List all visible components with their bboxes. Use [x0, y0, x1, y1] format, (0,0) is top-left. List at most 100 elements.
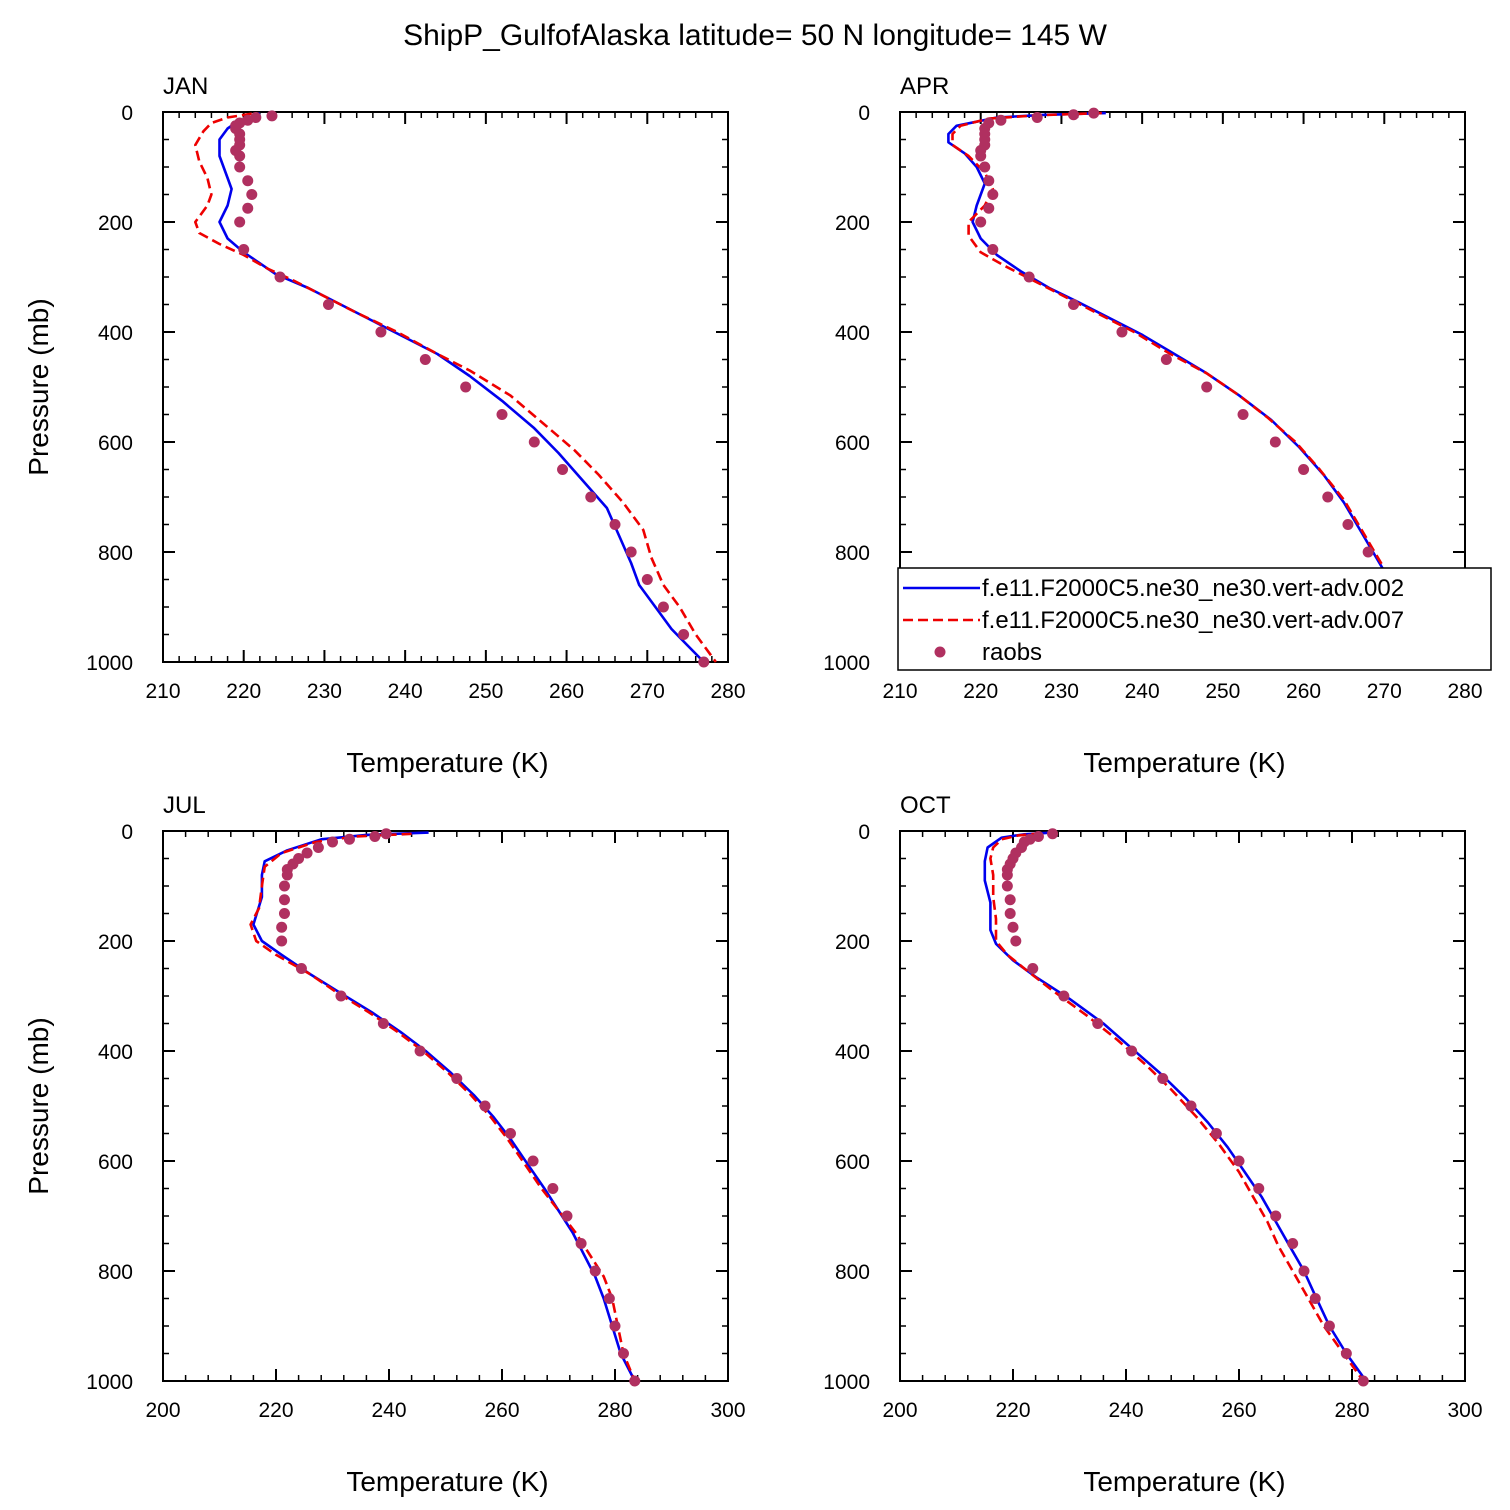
raobs-marker: [504, 1128, 516, 1139]
raobs-marker: [1253, 1183, 1265, 1194]
raobs-marker: [322, 299, 334, 310]
panel-apr: APR 210 220 230 240 250 260 270 280 0 200 400 600 800…: [823, 73, 1492, 778]
raobs-marker: [1007, 921, 1019, 933]
raobs-marker: [274, 271, 286, 283]
legend-label: raobs: [982, 639, 1042, 666]
y-tick-label: 400: [835, 1041, 870, 1064]
x-tick-label: 260: [1221, 1399, 1256, 1422]
series-line-vert-adv-007: [194, 112, 717, 663]
y-tick-label: 0: [121, 102, 133, 125]
x-tick-label: 240: [388, 680, 423, 703]
x-axis-label: Temperature (K): [1083, 1466, 1285, 1497]
x-tick-label: 250: [1205, 680, 1240, 703]
raobs-marker: [234, 150, 246, 162]
raobs-marker: [657, 601, 669, 613]
raobs-marker: [1270, 1210, 1282, 1222]
x-tick-label: 260: [484, 1399, 519, 1422]
raobs-marker: [238, 244, 250, 255]
raobs-marker: [589, 1265, 601, 1277]
raobs-marker: [1032, 831, 1044, 842]
raobs-marker: [1023, 271, 1035, 283]
raobs-marker: [246, 189, 258, 200]
raobs-marker: [528, 436, 540, 448]
raobs-marker: [1116, 326, 1128, 338]
raobs-marker: [414, 1045, 426, 1057]
x-tick-label: 210: [882, 680, 917, 703]
panel-title: APR: [900, 73, 949, 100]
raobs-marker: [1068, 299, 1080, 310]
panel-title: JAN: [163, 73, 208, 100]
x-tick-label: 200: [145, 1399, 180, 1422]
y-tick-label: 400: [98, 322, 133, 345]
raobs-marker: [975, 150, 987, 162]
panel-title: OCT: [900, 792, 951, 819]
raobs-marker: [1210, 1128, 1222, 1139]
y-tick-label: 1000: [823, 652, 870, 675]
panel-title: JUL: [163, 792, 206, 819]
raobs-marker: [1237, 409, 1249, 420]
y-tick-label: 400: [98, 1041, 133, 1064]
y-tick-label: 600: [835, 1151, 870, 1174]
raobs-marker: [327, 836, 338, 848]
raobs-marker: [242, 202, 254, 214]
raobs-marker: [983, 202, 995, 214]
raobs-marker: [678, 629, 690, 640]
raobs-marker: [1031, 112, 1043, 123]
x-tick-label: 220: [995, 1399, 1030, 1422]
raobs-marker: [1001, 880, 1013, 892]
y-tick-label: 400: [835, 322, 870, 345]
raobs-marker: [1298, 1265, 1310, 1277]
raobs-marker: [527, 1155, 539, 1167]
x-tick-label: 300: [1447, 1399, 1482, 1422]
panel-jan: JAN 210 220 230 240 250 260 270 280 0 200 400 600 800…: [23, 73, 746, 778]
raobs-marker: [575, 1238, 587, 1249]
raobs-marker: [979, 161, 991, 173]
raobs-marker: [1068, 109, 1080, 121]
raobs-marker: [995, 114, 1007, 126]
raobs-marker: [312, 842, 324, 853]
y-axis-label: Pressure (mb): [23, 298, 54, 475]
raobs-marker: [1201, 381, 1213, 393]
y-tick-label: 0: [858, 821, 870, 844]
raobs-marker: [557, 464, 569, 475]
raobs-marker: [281, 869, 293, 881]
x-tick-label: 230: [307, 680, 342, 703]
raobs-marker: [1088, 107, 1100, 119]
raobs-marker: [603, 1293, 615, 1304]
raobs-marker: [1342, 519, 1354, 530]
raobs-marker: [234, 161, 246, 173]
x-tick-label: 300: [710, 1399, 745, 1422]
legend: f.e11.F2000C5.ne30_ne30.vert-adv.002 f.e1…: [897, 567, 1492, 671]
raobs-marker: [625, 546, 637, 558]
raobs-marker: [479, 1100, 491, 1112]
raobs-marker: [698, 656, 710, 668]
panel-jul: JUL 200 220 240 260 280 300 0 200 400 600 800 1000 Te…: [23, 792, 746, 1497]
raobs-marker: [278, 908, 290, 919]
raobs-marker: [1322, 491, 1334, 503]
y-tick-label: 1000: [823, 1371, 870, 1394]
y-tick-label: 800: [835, 1261, 870, 1284]
x-tick-label: 220: [963, 680, 998, 703]
raobs-marker: [451, 1073, 463, 1084]
x-tick-label: 210: [145, 680, 180, 703]
figure-title: ShipP_GulfofAlaska latitude= 50 N longit…: [403, 19, 1107, 52]
raobs-marker: [380, 828, 392, 840]
x-tick-label: 260: [1286, 680, 1321, 703]
x-tick-label: 230: [1044, 680, 1079, 703]
y-tick-label: 800: [835, 542, 870, 565]
panel-oct: OCT 200 220 240 260 280 300 0 200 400 600 800 1000 Te…: [823, 792, 1482, 1497]
raobs-marker: [234, 216, 246, 228]
x-axis-label: Temperature (K): [346, 747, 548, 778]
raobs-marker: [547, 1183, 559, 1194]
raobs-marker: [1309, 1293, 1321, 1304]
raobs-marker: [276, 921, 288, 933]
raobs-marker: [377, 1018, 389, 1029]
series-line-vert-adv-007: [249, 832, 637, 1382]
raobs-marker: [1185, 1100, 1197, 1112]
raobs-marker: [1027, 963, 1039, 974]
raobs-marker: [1298, 464, 1310, 475]
raobs-marker: [1157, 1073, 1169, 1084]
raobs-marker: [1323, 1320, 1335, 1332]
legend-marker-raobs: [934, 646, 946, 658]
y-tick-label: 0: [121, 821, 133, 844]
